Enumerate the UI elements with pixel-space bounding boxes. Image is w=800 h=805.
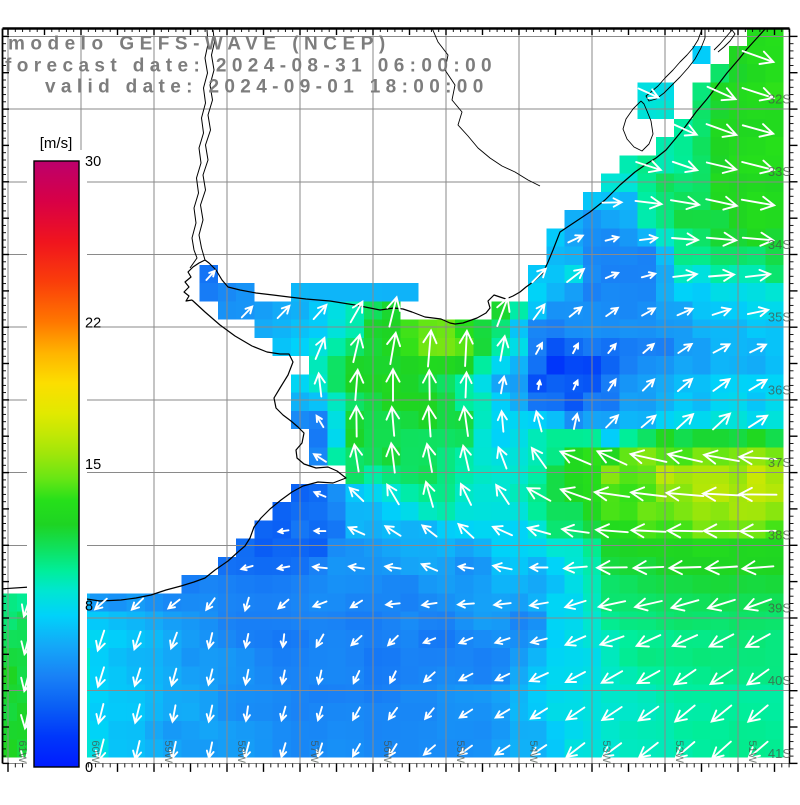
svg-text:54W: 54W — [527, 740, 539, 763]
svg-text:60W: 60W — [89, 740, 101, 763]
svg-text:38S: 38S — [768, 528, 791, 543]
svg-text:0: 0 — [85, 760, 93, 776]
svg-text:8: 8 — [85, 598, 93, 614]
svg-text:valid date: 2024-09-01 18:00:0: valid date: 2024-09-01 18:00:00 — [45, 77, 489, 98]
svg-text:22: 22 — [85, 316, 101, 332]
svg-text:56W: 56W — [381, 740, 393, 763]
svg-text:51W: 51W — [746, 740, 758, 763]
svg-text:[m/s]: [m/s] — [40, 135, 73, 152]
svg-text:15: 15 — [85, 457, 101, 473]
svg-text:61W: 61W — [16, 740, 28, 763]
svg-text:55W: 55W — [454, 740, 466, 763]
svg-text:41S: 41S — [768, 746, 791, 761]
svg-text:forecast date: 2024-08-31 06:0: forecast date: 2024-08-31 06:00:00 — [5, 56, 497, 77]
svg-text:39S: 39S — [768, 600, 791, 615]
svg-text:57W: 57W — [308, 740, 320, 763]
svg-text:33S: 33S — [768, 164, 791, 179]
svg-text:37S: 37S — [768, 455, 791, 470]
svg-text:40S: 40S — [768, 673, 791, 688]
svg-text:35S: 35S — [768, 310, 791, 325]
svg-text:32S: 32S — [768, 92, 791, 107]
svg-text:36S: 36S — [768, 382, 791, 397]
svg-text:modelo GEFS-WAVE (NCEP): modelo GEFS-WAVE (NCEP) — [8, 34, 391, 55]
svg-text:59W: 59W — [162, 740, 174, 763]
svg-text:52W: 52W — [673, 740, 685, 763]
svg-text:34S: 34S — [768, 237, 791, 252]
svg-text:53W: 53W — [600, 740, 612, 763]
svg-text:30: 30 — [85, 154, 101, 170]
svg-text:58W: 58W — [235, 740, 247, 763]
